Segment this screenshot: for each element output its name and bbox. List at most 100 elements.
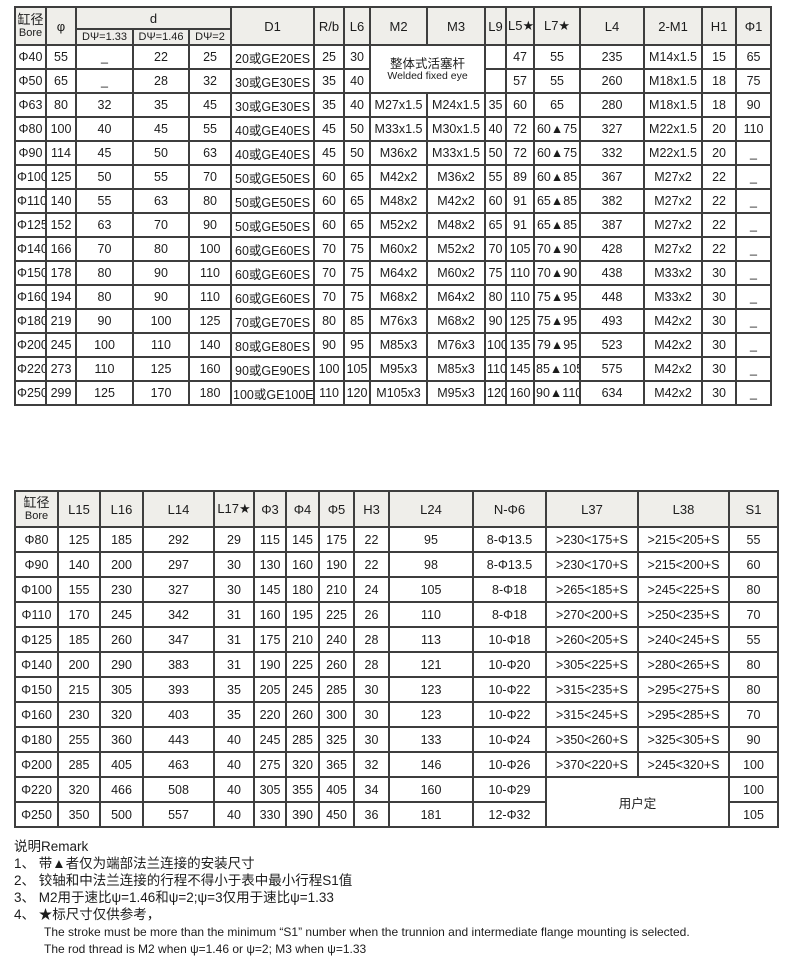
table-cell: 57 [505,68,536,94]
table-cell: >295<275+S [637,676,730,703]
table-cell: 32 [353,751,390,778]
table-row: Φ50 65 _ 28 32 30或GE30ES 35 40 57 55 260 M18x1.5 18 7… [14,68,773,94]
table-cell: 393 [142,676,215,703]
table-cell: M76x3 [426,332,487,358]
table-cell: 145 [285,526,320,553]
table-cell: 160 [253,601,287,628]
table-row: Φ140 200 290 383 31 190 225 260 28 121 10-Φ20 >305<… [14,651,779,678]
table-cell: 133 [388,726,474,753]
table-cell: 31 [213,601,255,628]
table-cell: 255 [57,726,101,753]
table-cell: 55 [728,626,779,653]
table-cell: >230<175+S [545,526,639,553]
table-cell: 100 [75,332,134,358]
table-cell: 15 [701,44,738,70]
table-cell: 72 [505,140,536,166]
table-cell: 90 [728,726,779,753]
table-body: Φ40 55 _ 22 25 20或GE20ES 25 30 整体式活塞杆 Welded fixe… [14,44,773,406]
col-header-l17: L17★ [213,490,255,528]
bore-label-zh: 缸径 [23,495,50,510]
table-cell: 146 [388,751,474,778]
table-cell: 100 [728,751,779,778]
row-bore-label: Φ160 [14,284,47,310]
table-cell: M27x2 [643,164,704,190]
table-cell: 55 [533,68,582,94]
table-cell: 12-Φ32 [472,801,547,828]
table-cell: M48x2 [369,188,429,214]
table-cell: 110 [505,260,536,286]
table-cell: 260 [99,626,144,653]
table-cell: 387 [579,212,646,238]
table-cell: 215 [57,676,101,703]
table-cell: 40 [343,92,372,118]
table-cell: 305 [253,776,287,803]
table-cell: 60 [313,164,346,190]
row-bore-label: Φ200 [14,751,59,778]
table-cell: 22 [353,551,390,578]
table-cell: 65 [735,44,773,70]
table-cell: 463 [142,751,215,778]
table-cell: 25 [313,44,346,70]
table-cell: 245 [99,601,144,628]
col-header-l16: L16 [99,490,144,528]
table-cell: 80 [313,308,346,334]
table-cell: 160 [285,551,320,578]
table-cell: 55 [75,188,134,214]
table-cell: 55 [187,116,233,142]
table-cell: 79▲95 [533,332,582,358]
table-cell: 80 [728,576,779,603]
table-cell: 125 [187,308,233,334]
table-cell: 用户定 [545,776,730,828]
table-cell: 60 [313,188,346,214]
table-cell: 50 [484,140,508,166]
col-header-2m1: 2-M1 [643,6,704,46]
table-cell: 30 [353,726,390,753]
bore-label-zh: 缸径 [17,12,44,27]
table-cell: 8-Φ13.5 [472,551,547,578]
table-cell: M27x2 [643,212,704,238]
remarks-title: 说明Remark [14,839,89,854]
table-cell: 60或GE60ES [230,284,316,310]
table-cell: 80 [484,284,508,310]
table-row: Φ40 55 _ 22 25 20或GE20ES 25 30 整体式活塞杆 Welded fixe… [14,44,773,94]
table-cell: 105 [728,801,779,828]
row-bore-label: Φ125 [14,212,47,238]
table-cell: 210 [285,626,320,653]
col-header-phi4: Φ4 [285,490,320,528]
table-cell: M85x3 [369,332,429,358]
table-cell: 10-Φ22 [472,701,547,728]
table-cell: 36 [353,801,390,828]
table-cell: 327 [142,576,215,603]
table-cell: 80或GE80ES [230,332,316,358]
table-cell: M27x2 [643,188,704,214]
table-cell: 195 [285,601,320,628]
table-cell: _ [735,260,773,286]
col-header-phi5: Φ5 [318,490,355,528]
table-cell: 180 [187,380,233,406]
remark-english-1: The stroke must be more than the minimum… [44,925,690,939]
table-cell: 95 [343,332,372,358]
table-cell: M68x2 [369,284,429,310]
table-cell: M85x3 [426,356,487,382]
table-row: Φ110 170 245 342 31 160 195 225 26 110 8-Φ18 >270<2… [14,601,779,628]
row-bore-label: Φ90 [14,140,47,166]
table-cell: 50 [75,164,134,190]
table-cell: 80 [187,188,233,214]
col-header-m2: M2 [369,6,429,46]
table-cell: 100 [45,116,77,142]
col-header-d-psi-133: DΨ=1.33 [75,28,134,46]
table-cell: 65▲85 [533,188,582,214]
table-cell: 275 [253,751,287,778]
table-cell: M24x1.5 [426,92,487,118]
table-cell: 10-Φ26 [472,751,547,778]
dimension-table-bottom: 缸径 Bore L15 L16 L14 L17★ Φ3 Φ4 Φ5 H3 L24… [14,490,779,828]
table-cell: 55 [728,526,779,553]
table-cell: 327 [579,116,646,142]
table-cell: >305<225+S [545,651,639,678]
table-cell: >270<200+S [545,601,639,628]
table-row: Φ140 166 70 80 100 60或GE60ES 70 75 M60x2 M52x2 70 1… [14,236,773,262]
row-bore-label: Φ180 [14,726,59,753]
table-cell: 91 [505,212,536,238]
table-cell: 30 [701,356,738,382]
table-cell: 50 [132,140,190,166]
